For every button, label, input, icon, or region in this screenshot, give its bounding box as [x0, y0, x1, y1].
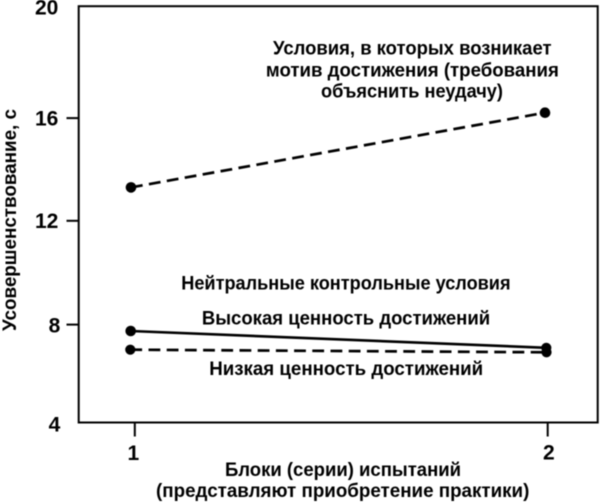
svg-text:(представляют приобретение пра: (представляют приобретение практики)	[156, 481, 529, 502]
svg-text:Низкая ценность достижений: Низкая ценность достижений	[209, 359, 483, 380]
svg-text:4: 4	[49, 413, 61, 436]
svg-text:Нейтральные контрольные услови: Нейтральные контрольные условия	[181, 274, 510, 295]
svg-text:12: 12	[35, 210, 58, 233]
svg-text:Блоки (серии) испытаний: Блоки (серии) испытаний	[225, 460, 461, 481]
svg-text:8: 8	[49, 314, 61, 337]
svg-text:1: 1	[128, 442, 140, 465]
svg-text:мотив достижения (требования: мотив достижения (требования	[266, 61, 559, 82]
svg-text:объяснить неудачу): объяснить неудачу)	[321, 82, 503, 103]
svg-text:2: 2	[543, 442, 555, 465]
svg-text:20: 20	[35, 0, 58, 20]
svg-text:Условия, в которых возникает: Условия, в которых возникает	[273, 38, 552, 59]
svg-text:Высокая ценность достижений: Высокая ценность достижений	[202, 308, 490, 329]
svg-text:Усовершенствование, с: Усовершенствование, с	[0, 109, 21, 331]
svg-text:16: 16	[35, 107, 58, 130]
